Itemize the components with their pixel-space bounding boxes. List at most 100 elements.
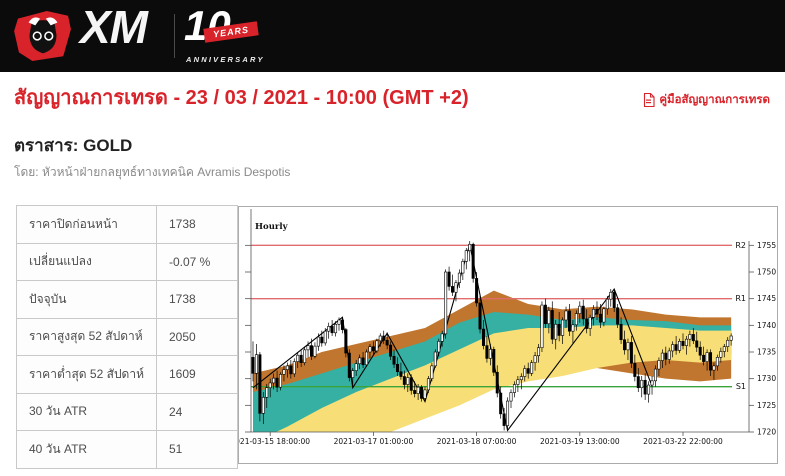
- candle: [371, 346, 375, 352]
- candle: [564, 310, 568, 321]
- y-tick-label: 1755: [757, 241, 776, 250]
- candle: [499, 392, 503, 415]
- manual-link-label: คู่มือสัญญาณการเทรด: [659, 94, 770, 106]
- candle: [547, 310, 551, 325]
- candle: [475, 278, 479, 304]
- candle: [413, 390, 417, 394]
- candle: [530, 362, 534, 374]
- candle: [478, 302, 482, 330]
- stat-label: ราคาต่ำสุด 52 สัปดาห์: [16, 355, 157, 394]
- candle: [440, 333, 444, 342]
- x-tick-label: 2021-03-18 07:00:00: [437, 437, 517, 446]
- candle: [399, 371, 403, 377]
- candle: [420, 386, 424, 399]
- candle: [588, 317, 592, 329]
- candle: [344, 329, 348, 354]
- y-tick-label: 1720: [757, 428, 776, 437]
- candle: [251, 357, 255, 374]
- candle: [681, 341, 685, 346]
- candle: [275, 377, 279, 388]
- y-tick-label: 1750: [757, 268, 776, 277]
- candle: [684, 338, 688, 346]
- candle: [457, 272, 461, 283]
- candle: [650, 380, 654, 386]
- candle: [292, 361, 296, 375]
- candle: [626, 342, 630, 351]
- candle: [585, 318, 589, 329]
- chart-timeframe-label: Hourly: [255, 222, 289, 232]
- candle: [368, 346, 372, 353]
- candle: [485, 345, 489, 359]
- candle: [392, 355, 396, 365]
- candle: [340, 319, 344, 330]
- stat-label: เปลี่ยนแปลง: [16, 242, 157, 281]
- candle: [289, 365, 293, 375]
- price-chart: R2 R1 S1 1720 1725 1730 1735 1740 1745 1750 1755 20…: [239, 209, 776, 446]
- candle: [554, 323, 558, 340]
- candle: [653, 368, 657, 382]
- candle: [296, 354, 300, 362]
- header-bar: XM 10 YEARS ANNIVERSARY: [0, 0, 785, 72]
- level-label-R2: R2: [735, 241, 746, 250]
- x-tick-label: 2021-03-19 13:00:00: [540, 437, 620, 446]
- candle: [526, 368, 530, 374]
- candle: [303, 349, 307, 363]
- candle: [702, 354, 706, 362]
- candle: [519, 376, 523, 381]
- candle: [695, 340, 699, 348]
- candle: [261, 397, 265, 414]
- candle: [285, 365, 289, 370]
- candle: [726, 339, 730, 347]
- candle: [592, 309, 596, 318]
- candle: [719, 351, 723, 358]
- band-envelope-slow: [275, 325, 732, 432]
- candle: [667, 350, 671, 360]
- candle: [461, 261, 465, 274]
- candle: [678, 341, 682, 351]
- level-label-R1: R1: [735, 294, 746, 303]
- candle: [581, 305, 585, 320]
- anniversary-label: ANNIVERSARY: [186, 55, 265, 64]
- candle: [512, 384, 516, 393]
- level-label-S1: S1: [736, 382, 746, 391]
- candle: [729, 335, 733, 341]
- candle: [347, 352, 351, 378]
- candle: [395, 363, 399, 373]
- bull-icon: [14, 10, 71, 62]
- stat-label: 40 วัน ATR: [16, 430, 157, 469]
- candle: [715, 357, 719, 367]
- y-tick-label: 1745: [757, 294, 776, 303]
- candle: [657, 360, 661, 370]
- stat-value: 24: [156, 392, 238, 431]
- page-title: สัญญาณการเทรด - 23 / 03 / 2021 - 10:00 (…: [14, 87, 469, 109]
- candle: [495, 371, 499, 394]
- table-row: เปลี่ยนแปลง -0.07 %: [16, 242, 238, 281]
- bands-layer: [253, 290, 732, 432]
- stat-label: 30 วัน ATR: [16, 392, 157, 431]
- manual-link[interactable]: คู่มือสัญญาณการเทรด: [643, 91, 770, 109]
- candle: [320, 336, 324, 344]
- table-row: ราคาต่ำสุด 52 สัปดาห์ 1609: [16, 355, 238, 394]
- axes-layer: 1720 1725 1730 1735 1740 1745 1750 1755 2021-03-…: [239, 209, 776, 446]
- candle: [437, 341, 441, 353]
- candle: [330, 326, 334, 334]
- candle: [268, 382, 272, 389]
- candle: [540, 304, 544, 349]
- candle: [382, 335, 386, 341]
- x-tick-label: 2021-03-17 01:00:00: [334, 437, 414, 446]
- candle: [633, 362, 637, 377]
- table-row: 40 วัน ATR 51: [16, 430, 238, 469]
- candle: [306, 345, 310, 351]
- candle: [272, 377, 276, 384]
- candle: [354, 363, 358, 371]
- candle: [451, 286, 455, 293]
- candle: [612, 291, 616, 309]
- candle: [313, 345, 317, 357]
- candle: [447, 271, 451, 287]
- candle: [254, 354, 258, 374]
- candle: [444, 271, 448, 335]
- candle: [574, 313, 578, 326]
- candle: [409, 377, 413, 391]
- candle: [647, 384, 651, 395]
- candle: [492, 349, 496, 373]
